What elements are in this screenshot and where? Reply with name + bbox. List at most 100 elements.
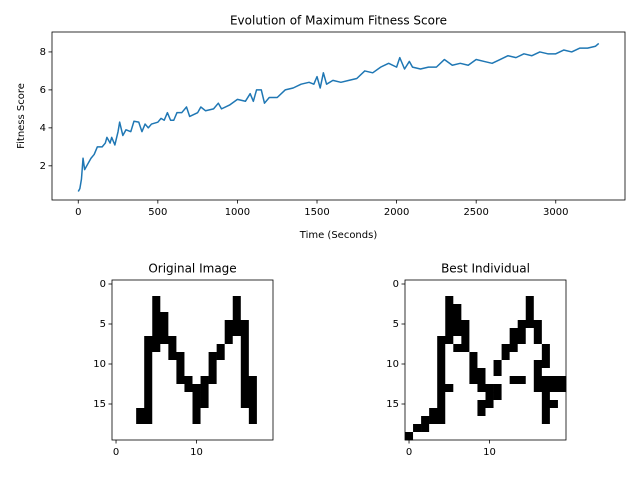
pixel (485, 400, 494, 409)
pixel (216, 408, 225, 417)
pixel (413, 360, 422, 369)
pixel (160, 280, 169, 289)
pixel (184, 312, 193, 321)
pixel (248, 344, 258, 353)
pixel (541, 392, 551, 401)
pixel (256, 296, 266, 305)
pixel (112, 408, 121, 417)
pixel (525, 352, 535, 361)
pixel (461, 416, 470, 425)
pixel (112, 304, 121, 313)
pixel (549, 344, 559, 353)
pixel (541, 416, 551, 425)
pixel (232, 360, 242, 369)
pixel (168, 376, 177, 385)
pixel (192, 336, 201, 345)
pixel (240, 352, 250, 361)
pixel (200, 352, 209, 361)
pixel (557, 368, 567, 377)
pixel (208, 400, 217, 409)
pixel (429, 352, 438, 361)
pixel (445, 392, 454, 401)
pixel (184, 328, 193, 337)
pixel (533, 320, 543, 329)
pixel (485, 368, 494, 377)
pixel (541, 424, 551, 433)
pixel (445, 312, 454, 321)
pixel (557, 384, 567, 393)
pixel (525, 328, 535, 337)
pixel (493, 312, 502, 321)
pixel (509, 368, 518, 377)
pixel (240, 320, 250, 329)
pixel (152, 296, 161, 305)
pixel (264, 312, 274, 321)
pixel (248, 336, 258, 345)
pixel (200, 344, 209, 353)
pixel (256, 368, 266, 377)
pixel (232, 328, 242, 337)
pixel (525, 424, 535, 433)
pixel (453, 424, 462, 433)
pixel (160, 352, 169, 361)
pixel (453, 312, 462, 321)
pixel (541, 344, 551, 353)
pixel (264, 416, 274, 425)
pixel (437, 304, 446, 313)
pixel (208, 432, 217, 441)
pixel (264, 296, 274, 305)
pixel (525, 280, 535, 289)
pixel (184, 336, 193, 345)
pixel (144, 312, 153, 321)
pixel (533, 304, 543, 313)
pixel (429, 416, 438, 425)
pixel (405, 368, 414, 377)
pixel (216, 280, 225, 289)
pixel (437, 408, 446, 417)
pixel (477, 416, 486, 425)
pixel (232, 416, 242, 425)
pixel (184, 280, 193, 289)
pixel (493, 408, 502, 417)
pixel (176, 288, 185, 297)
pixel (232, 288, 242, 297)
pixel (501, 384, 510, 393)
pixel (136, 288, 145, 297)
pixel (144, 424, 153, 433)
pixel (120, 296, 129, 305)
pixel (120, 368, 129, 377)
pixel (248, 280, 258, 289)
pixel (517, 368, 527, 377)
pixel (501, 376, 510, 385)
pixel (469, 400, 478, 409)
pixel (421, 360, 430, 369)
pixel (445, 296, 454, 305)
pixel (445, 424, 454, 433)
pixel (429, 344, 438, 353)
pixel (232, 296, 242, 305)
pixel (152, 424, 161, 433)
pixel (160, 288, 169, 297)
pixel (200, 360, 209, 369)
pixel (429, 336, 438, 345)
pixel (525, 296, 535, 305)
pixel (453, 416, 462, 425)
pixel (445, 384, 454, 393)
pixel (136, 376, 145, 385)
y-axis-label: Fitness Score (16, 83, 27, 149)
pixel (525, 376, 535, 385)
pixel (533, 424, 543, 433)
pixel (120, 328, 129, 337)
pixel (437, 320, 446, 329)
pixel (264, 432, 274, 441)
pixel (168, 392, 177, 401)
pixel (429, 408, 438, 417)
pixel (541, 376, 551, 385)
y-tick-label: 10 (386, 359, 399, 370)
pixel (501, 392, 510, 401)
pixel (136, 424, 145, 433)
pixel (429, 288, 438, 297)
pixel (533, 280, 543, 289)
pixel (421, 320, 430, 329)
pixel (208, 392, 217, 401)
